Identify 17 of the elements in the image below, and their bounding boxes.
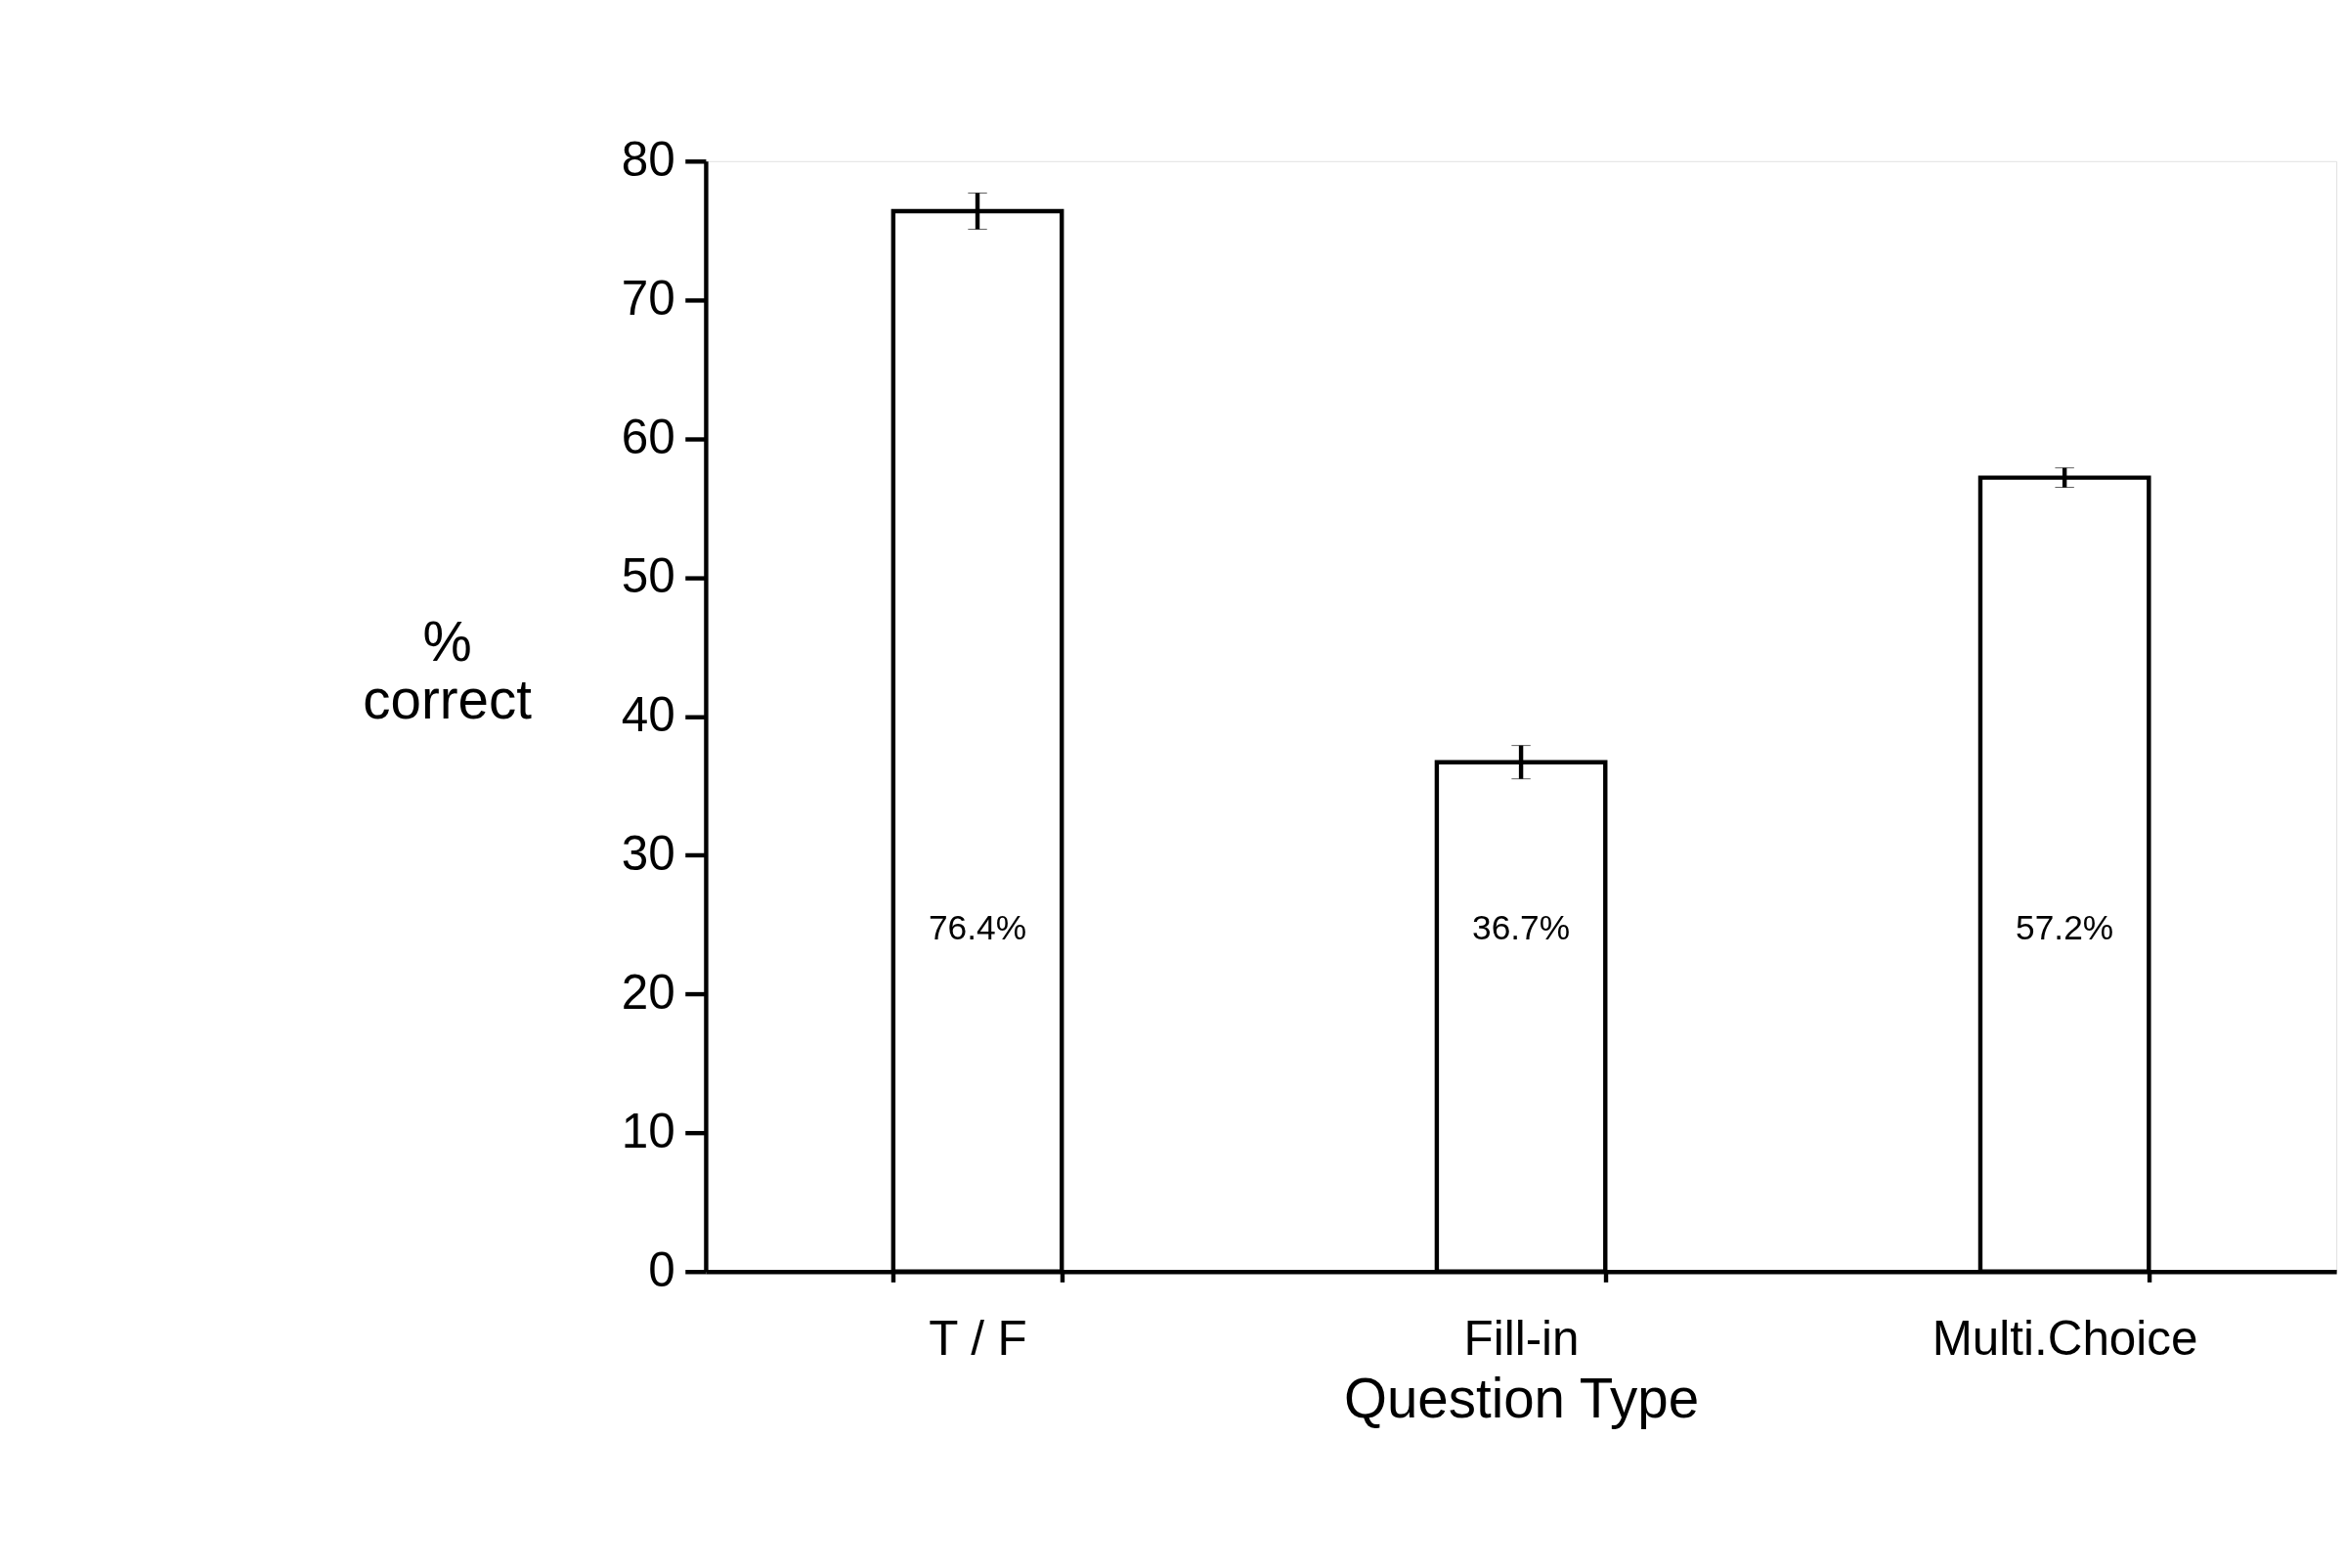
x-axis-title: Question Type xyxy=(1343,1367,1700,1429)
data-label: 36.7% xyxy=(1472,908,1571,946)
data-label: 76.4% xyxy=(928,908,1027,946)
y-tick-label: 50 xyxy=(621,548,675,603)
y-tick-label: 60 xyxy=(621,410,675,464)
y-tick-label: 30 xyxy=(621,826,675,881)
x-tick-label: Multi.Choice xyxy=(1932,1310,2198,1365)
y-axis-title: % correct xyxy=(363,611,533,730)
x-tick-label: T / F xyxy=(929,1310,1027,1365)
x-tick-label: Fill-in xyxy=(1463,1310,1580,1365)
data-label: 57.2% xyxy=(2016,908,2114,946)
y-tick-label: 10 xyxy=(621,1104,675,1158)
y-tick-label: 40 xyxy=(621,687,675,742)
y-tick-label: 0 xyxy=(648,1242,675,1297)
y-tick-label: 80 xyxy=(621,132,675,187)
y-tick-label: 70 xyxy=(621,271,675,326)
y-tick-label: 20 xyxy=(621,965,675,1020)
